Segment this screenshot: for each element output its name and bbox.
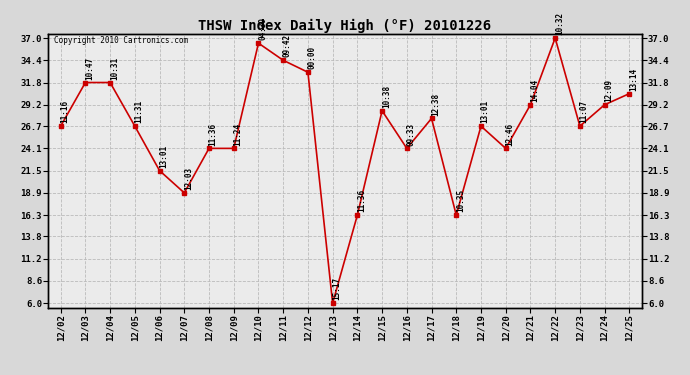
Text: 04:39: 04:39 [258, 17, 267, 40]
Text: 10:31: 10:31 [110, 57, 119, 80]
Text: 10:32: 10:32 [555, 12, 564, 35]
Text: 10:35: 10:35 [456, 189, 465, 212]
Text: 13:01: 13:01 [159, 145, 168, 168]
Title: THSW Index Daily High (°F) 20101226: THSW Index Daily High (°F) 20101226 [199, 18, 491, 33]
Text: 12:46: 12:46 [505, 123, 514, 146]
Text: 12:09: 12:09 [604, 79, 613, 102]
Text: 12:03: 12:03 [184, 167, 193, 190]
Text: 11:16: 11:16 [60, 100, 69, 123]
Text: 10:38: 10:38 [382, 85, 391, 108]
Text: 11:36: 11:36 [208, 123, 217, 146]
Text: 11:24: 11:24 [233, 123, 242, 146]
Text: 15:17: 15:17 [333, 278, 342, 300]
Text: 12:38: 12:38 [431, 93, 440, 116]
Text: 10:47: 10:47 [85, 57, 94, 80]
Text: 11:31: 11:31 [135, 100, 144, 123]
Text: 14:04: 14:04 [530, 79, 539, 102]
Text: Copyright 2010 Cartronics.com: Copyright 2010 Cartronics.com [55, 36, 188, 45]
Text: 11:36: 11:36 [357, 189, 366, 212]
Text: 00:00: 00:00 [308, 46, 317, 69]
Text: 09:33: 09:33 [406, 123, 415, 146]
Text: 11:07: 11:07 [580, 100, 589, 123]
Text: 13:14: 13:14 [629, 68, 638, 91]
Text: 13:01: 13:01 [481, 100, 490, 123]
Text: 09:42: 09:42 [283, 34, 292, 57]
